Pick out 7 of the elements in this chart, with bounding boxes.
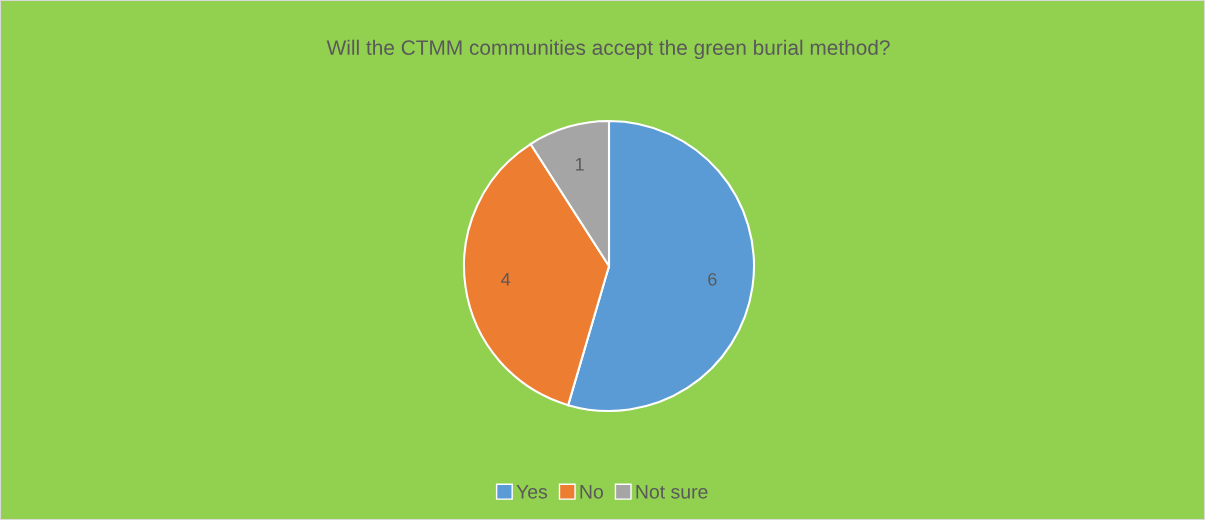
legend-label: No	[580, 485, 603, 499]
data-label: 1	[575, 158, 584, 171]
legend-label: Yes	[516, 485, 548, 499]
legend-label: Not sure	[636, 485, 708, 499]
data-label: 4	[501, 273, 511, 286]
data-label: 6	[708, 272, 717, 286]
chart-title: Will the CTMM communities accept the green burial method?	[326, 39, 890, 60]
